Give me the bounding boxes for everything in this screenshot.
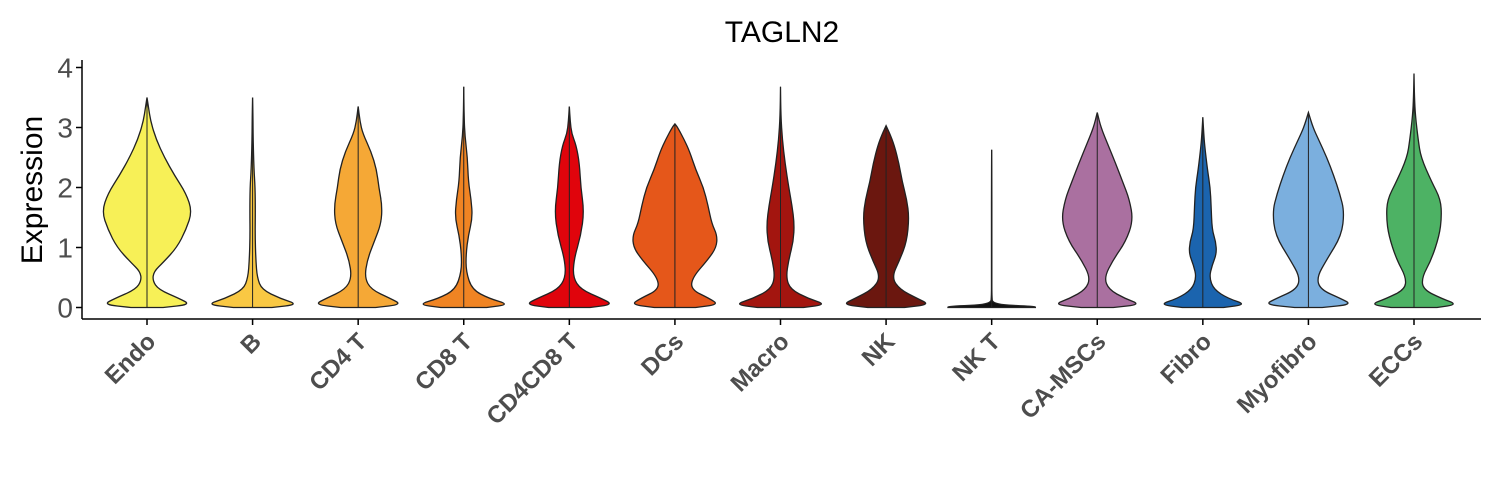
y-tick-label: 3 <box>57 113 73 144</box>
x-tick-label: Myofibro <box>1232 328 1323 419</box>
x-tick-label: NK <box>857 328 901 372</box>
x-tick-label: CD4 T <box>304 328 372 396</box>
x-tick-label: ECCs <box>1364 328 1428 392</box>
y-tick-label: 1 <box>57 233 73 264</box>
x-tick-label: B <box>235 328 266 359</box>
x-tick-label: DCs <box>636 328 689 381</box>
x-ticks: Endo B CD4 T CD8 T CD4CD8 T DCs Macro NK NK T CA-… <box>100 319 1428 430</box>
x-tick-label: Macro <box>726 328 795 397</box>
x-tick-label: NK T <box>947 328 1006 387</box>
x-tick-label: CD4CD8 T <box>481 328 583 430</box>
y-tick-label: 2 <box>57 173 73 204</box>
y-ticks: 0 1 2 3 4 <box>57 53 82 324</box>
chart-title: TAGLN2 <box>725 16 839 49</box>
y-tick-label: 4 <box>57 53 73 84</box>
y-axis-label: Expression <box>16 116 49 264</box>
x-tick-label: Fibro <box>1156 328 1218 390</box>
violins-layer <box>102 73 1454 309</box>
x-tick-label: CA-MSCs <box>1015 328 1111 424</box>
x-tick-label: Endo <box>100 328 162 390</box>
x-tick-label: CD8 T <box>410 328 478 396</box>
y-tick-label: 0 <box>57 293 73 324</box>
